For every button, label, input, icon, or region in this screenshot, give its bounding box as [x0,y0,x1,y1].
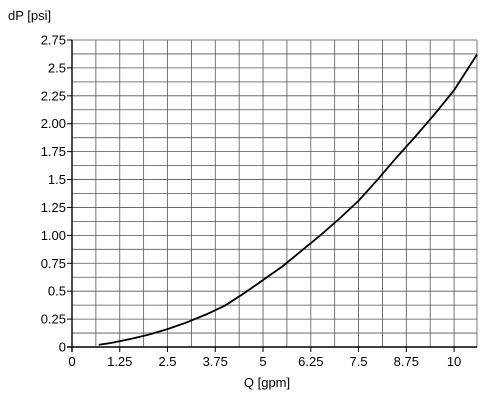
x-tick-label: 2.5 [158,354,176,369]
tick-labels: 0 1.25 2.5 3.75 5 6.25 7.5 8.75 10 0 0.25 0.5 0.75 1.… [41,33,462,370]
y-tick-label: 2.5 [48,60,66,75]
series [98,54,478,346]
y-tick-label: 0.25 [41,312,66,327]
y-tick-label: 0 [59,340,66,355]
y-tick-label: 1.5 [48,172,66,187]
y-tick-label: 1.00 [41,228,66,243]
x-tick-label: 3.75 [203,354,228,369]
y-tick-label: 2.75 [41,33,66,48]
y-tick-label: 1.25 [41,200,66,215]
y-tick-label: 2.00 [41,116,66,131]
x-tick-label: 5 [259,354,266,369]
y-tick-label: 2.25 [41,88,66,103]
y-tick-label: 0.75 [41,256,66,271]
x-tick-label: 6.25 [298,354,323,369]
x-tick-label: 7.5 [350,354,368,369]
x-tick-label: 0 [68,354,75,369]
x-axis-label: Q [gpm] [244,375,290,390]
y-tick-label: 0.5 [48,284,66,299]
series-line-0 [98,54,478,346]
x-tick-label: 10 [447,354,461,369]
grid [72,39,477,347]
axes [67,40,478,352]
y-axis-label: dP [psi] [8,8,51,23]
y-tick-label: 1.75 [41,144,66,159]
x-tick-label: 8.75 [394,354,419,369]
x-tick-label: 1.25 [107,354,132,369]
